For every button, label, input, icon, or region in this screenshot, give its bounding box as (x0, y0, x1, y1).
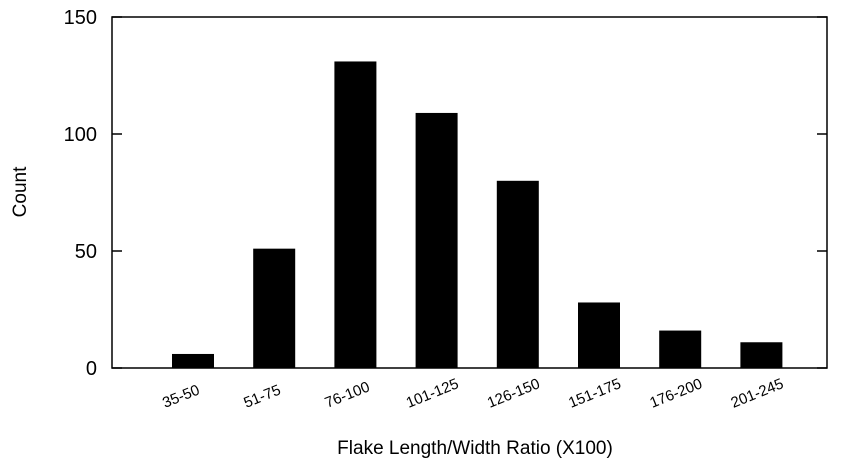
bar-126-150 (496, 180, 539, 368)
y-tick-label: 100 (64, 124, 97, 146)
bar-176-200 (659, 330, 702, 368)
y-axis: 0 50 100 150 (64, 7, 827, 380)
x-tick-label: 76-100 (323, 378, 373, 411)
x-axis-label: Flake Length/Width Ratio (X100) (337, 438, 613, 459)
x-tick-label: 126-150 (485, 375, 542, 411)
x-tick-label: 201-245 (729, 375, 786, 411)
x-axis: 35-50 51-75 76-100 101-125 126-150 151-175 176… (160, 375, 786, 411)
bar-151-175 (578, 302, 620, 368)
plot-frame (111, 16, 828, 369)
bar-201-245 (740, 342, 783, 368)
y-tick-label: 0 (86, 358, 97, 380)
x-tick-label: 176-200 (647, 375, 704, 411)
x-tick-label: 51-75 (241, 382, 283, 412)
x-tick-label: 35-50 (160, 382, 202, 412)
y-axis-label: Count (10, 166, 31, 217)
bars-group (172, 61, 783, 369)
x-tick-label: 101-125 (404, 375, 461, 411)
bar-35-50 (172, 353, 214, 368)
bar-51-75 (253, 248, 296, 368)
bar-76-100 (334, 61, 377, 369)
y-tick-label: 50 (75, 241, 97, 263)
x-tick-label: 151-175 (566, 375, 623, 411)
y-tick-label: 150 (64, 7, 97, 29)
bar-101-125 (415, 112, 458, 368)
